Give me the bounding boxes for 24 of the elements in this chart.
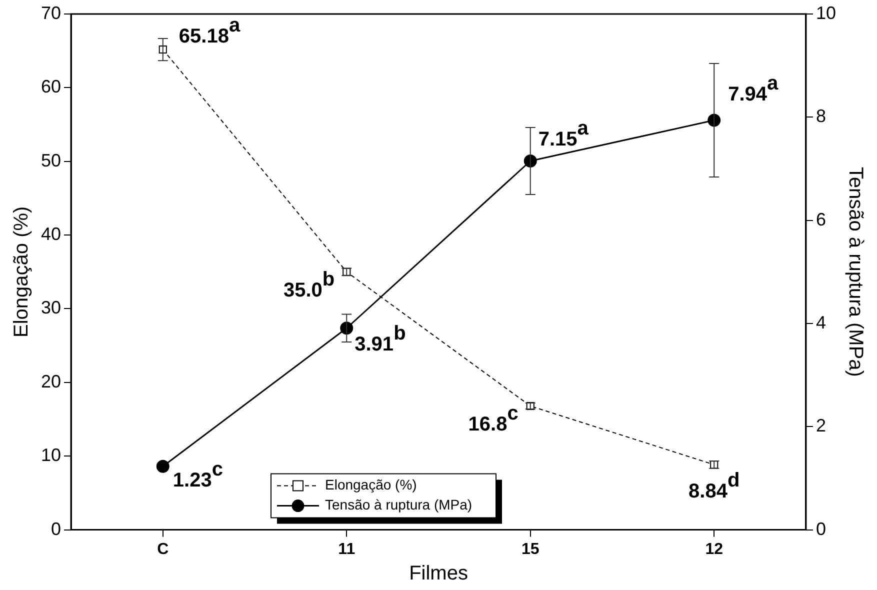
y-axis-title: Elongação (%): [10, 206, 33, 338]
y-tick-label: 50: [40, 150, 62, 170]
x-tick-label: 11: [338, 540, 356, 558]
y2-tick-label: 10: [816, 2, 836, 23]
y-tick-label: 10: [40, 445, 62, 466]
y-tick-label: 60: [40, 76, 62, 97]
x-tick-label: 12: [705, 540, 724, 558]
y-tick-label: 20: [40, 371, 62, 392]
point: [156, 460, 170, 473]
y2-tick-label: 8: [816, 106, 826, 126]
x-tick-label: 15: [521, 540, 540, 558]
y2-tick-label: 6: [816, 209, 826, 230]
y2-tick-label: 2: [816, 416, 826, 436]
x-axis-title: Filmes: [409, 562, 468, 585]
y2-tick-label: 0: [816, 518, 826, 539]
y2-axis-title: Tensão à ruptura (MPa): [844, 166, 866, 377]
y-tick-label: 0: [51, 518, 62, 539]
y-tick-label: 70: [40, 2, 62, 23]
legend-label: Elongação (%): [325, 476, 417, 493]
y-tick-label: 40: [40, 224, 62, 244]
legend-label: Tensão à ruptura (MPa): [325, 496, 472, 513]
y2-tick-label: 4: [816, 312, 826, 332]
x-tick-label: C: [157, 540, 170, 558]
y-tick-label: 30: [40, 298, 62, 318]
